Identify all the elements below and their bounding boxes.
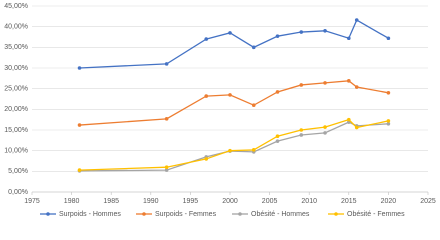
- point: [275, 34, 280, 38]
- series-line: [79, 121, 389, 172]
- x-tick-label: 2005: [262, 198, 278, 205]
- legend-label: Obésité - Femmes: [347, 211, 405, 218]
- y-tick-label: 5,00%: [8, 168, 28, 175]
- x-tick-label: 2000: [222, 198, 238, 205]
- y-tick-label: 25,00%: [4, 86, 28, 93]
- point: [386, 119, 391, 123]
- point: [164, 117, 169, 121]
- y-tick-label: 0,00%: [8, 189, 28, 196]
- y-tick-label: 10,00%: [4, 148, 28, 155]
- legend-marker: [46, 212, 50, 216]
- point: [354, 85, 359, 89]
- point: [323, 81, 327, 85]
- point: [275, 139, 280, 143]
- point: [204, 94, 209, 98]
- point: [347, 79, 351, 83]
- point: [275, 134, 280, 138]
- point: [77, 168, 82, 172]
- x-tick-label: 2015: [341, 198, 357, 205]
- point: [354, 18, 359, 22]
- legend-label: Obésité - Hommes: [251, 211, 310, 218]
- point: [299, 83, 304, 87]
- point: [164, 165, 169, 169]
- legend-marker: [238, 212, 242, 216]
- x-tick-label: 1980: [64, 198, 80, 205]
- point: [386, 122, 391, 126]
- legend-marker: [334, 212, 338, 216]
- point: [354, 125, 359, 130]
- point: [347, 36, 351, 41]
- point: [204, 157, 209, 161]
- x-tick-label: 2010: [301, 198, 317, 205]
- chart: 0,00% 5,00% 10,00% 15,00% 20,00% 25,00% 30,00%…: [4, 3, 436, 218]
- x-tick-label: 1990: [143, 198, 159, 205]
- point: [228, 31, 232, 35]
- point: [77, 66, 82, 70]
- point: [299, 30, 304, 34]
- y-tick-label: 30,00%: [4, 65, 28, 72]
- legend-label: Surpoids - Femmes: [155, 211, 217, 218]
- x-tick-label: 2020: [381, 198, 397, 205]
- point: [164, 62, 169, 66]
- point: [299, 128, 304, 132]
- point: [251, 103, 256, 107]
- x-tick-label: 1985: [103, 198, 119, 205]
- x-tick-label: 1975: [24, 198, 40, 205]
- x-tick-label: 2025: [420, 198, 436, 205]
- point: [228, 148, 232, 153]
- page: {"chart_data": {"type": "line", "x": [19…: [4, 2, 436, 218]
- point: [323, 131, 327, 135]
- point: [299, 133, 304, 137]
- point: [204, 37, 209, 41]
- y-tick-label: 15,00%: [4, 127, 28, 134]
- legend-label: Surpoids - Hommes: [59, 211, 121, 218]
- y-tick-label: 45,00%: [4, 3, 28, 10]
- point: [275, 90, 280, 94]
- point: [386, 36, 391, 41]
- point: [77, 123, 82, 127]
- point: [228, 93, 232, 97]
- point: [164, 168, 169, 172]
- point: [347, 117, 351, 122]
- point: [251, 45, 256, 50]
- y-tick-label: 20,00%: [4, 106, 28, 113]
- series-line: [79, 80, 389, 126]
- y-tick-label: 40,00%: [4, 24, 28, 31]
- x-tick-label: 1995: [183, 198, 199, 205]
- point: [323, 125, 327, 129]
- legend-marker: [142, 212, 146, 216]
- point: [386, 91, 391, 95]
- series-line: [79, 118, 389, 171]
- point: [323, 29, 327, 33]
- y-tick-label: 35,00%: [4, 44, 28, 51]
- point: [251, 148, 256, 152]
- series-line: [79, 19, 389, 69]
